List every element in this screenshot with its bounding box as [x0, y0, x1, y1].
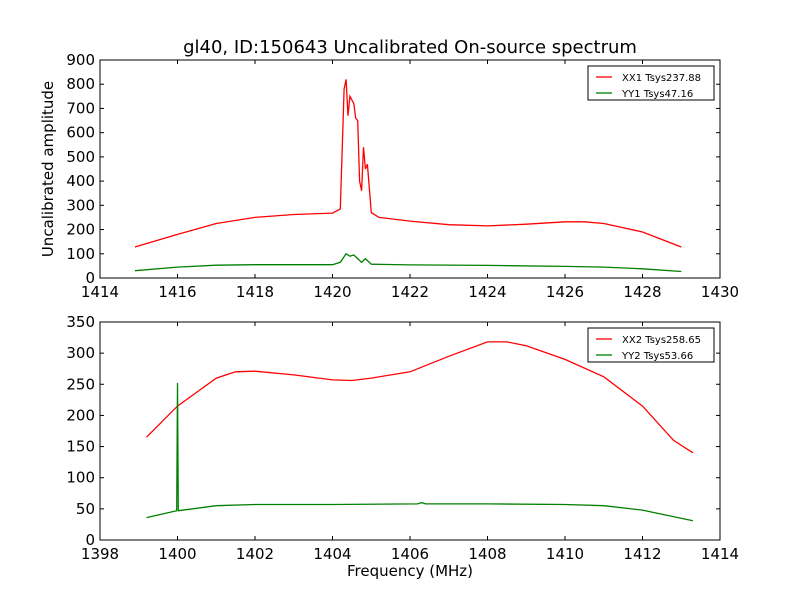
y-tick-label: 250	[66, 375, 95, 393]
x-tick-label: 1400	[158, 545, 196, 563]
chart-title: gl40, ID:150643 Uncalibrated On-source s…	[183, 37, 637, 58]
y-tick-label: 350	[66, 313, 95, 331]
x-tick-label: 1398	[81, 545, 119, 563]
x-tick-label: 1420	[313, 283, 351, 301]
legend: XX2 Tsys258.65 YY2 Tsys53.66	[587, 327, 715, 363]
x-tick-label: 1410	[546, 545, 584, 563]
x-tick-label: 1404	[313, 545, 351, 563]
x-tick-label: 1424	[468, 283, 506, 301]
legend-label: XX2 Tsys258.65	[622, 335, 701, 346]
y-tick-label: 300	[66, 344, 95, 362]
series-line-xx1	[134, 79, 682, 248]
y-tick-label: 200	[66, 406, 95, 424]
y-tick-label: 0	[85, 269, 95, 287]
legend-label: XX1 Tsys237.88	[622, 73, 701, 84]
x-tick-label: 1428	[623, 283, 661, 301]
y-tick-label: 150	[66, 438, 95, 456]
legend-box	[587, 327, 715, 363]
x-tick-label: 1414	[81, 283, 119, 301]
legend-label: YY1 Tsys47.16	[621, 89, 693, 100]
subplot-2: 1398 1400 1402 1404 1406 1408 1410 1412 1414 0 50 1…	[66, 313, 739, 580]
y-tick-label: 300	[66, 196, 95, 214]
x-tick-label: 1430	[701, 283, 739, 301]
x-tick-label: 1418	[236, 283, 274, 301]
series-line-yy1	[134, 252, 682, 273]
x-tick-label: 1426	[546, 283, 584, 301]
x-tick-label: 1422	[391, 283, 429, 301]
x-tick-label: 1406	[391, 545, 429, 563]
series-line-yy2	[146, 382, 694, 522]
legend-box	[587, 65, 715, 101]
y-tick-label: 100	[66, 469, 95, 487]
y-tick-label: 600	[66, 124, 95, 142]
x-axis-label: Frequency (MHz)	[347, 562, 473, 580]
x-tick-label: 1412	[623, 545, 661, 563]
y-tick-label: 200	[66, 221, 95, 239]
x-tick-label: 1416	[158, 283, 196, 301]
y-tick-label: 700	[66, 99, 95, 117]
y-axis-label: Uncalibrated amplitude	[39, 81, 57, 257]
y-tick-label: 800	[66, 75, 95, 93]
y-tick-label: 400	[66, 172, 95, 190]
y-tick-label: 900	[66, 51, 95, 69]
y-tick-label: 100	[66, 245, 95, 263]
y-tick-label: 0	[85, 531, 95, 549]
x-tick-label: 1402	[236, 545, 274, 563]
legend: XX1 Tsys237.88 YY1 Tsys47.16	[587, 65, 715, 101]
subplot-1: 1414 1416 1418 1420 1422 1424 1426 1428 1430 0 100…	[39, 37, 739, 301]
legend-label: YY2 Tsys53.66	[621, 351, 693, 362]
y-tick-label: 500	[66, 148, 95, 166]
x-tick-label: 1408	[468, 545, 506, 563]
y-tick-label: 50	[76, 500, 95, 518]
series-line-xx2	[146, 341, 694, 454]
x-tick-label: 1414	[701, 545, 739, 563]
